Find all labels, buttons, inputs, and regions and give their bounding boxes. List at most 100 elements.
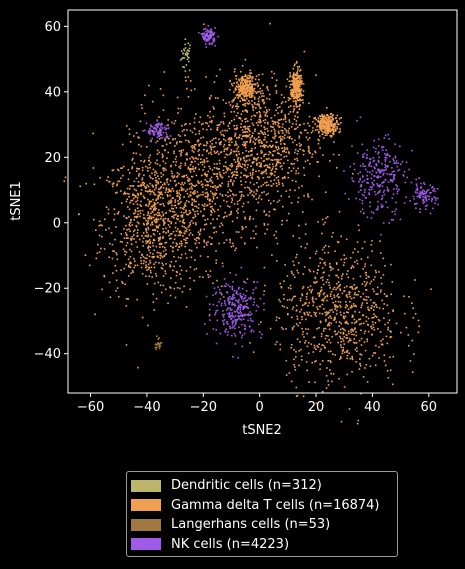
data-point bbox=[183, 66, 185, 69]
data-point bbox=[330, 266, 333, 269]
data-point bbox=[243, 305, 245, 308]
data-point bbox=[326, 278, 329, 281]
data-point bbox=[328, 127, 330, 130]
data-point bbox=[424, 205, 427, 207]
data-point bbox=[229, 296, 231, 298]
data-point bbox=[235, 165, 238, 168]
data-point bbox=[367, 317, 370, 320]
data-point bbox=[153, 234, 156, 236]
data-point bbox=[177, 218, 179, 221]
data-point bbox=[319, 320, 322, 323]
data-point bbox=[255, 198, 258, 201]
data-point bbox=[224, 331, 227, 333]
data-point bbox=[191, 160, 193, 163]
data-point bbox=[211, 43, 213, 45]
data-point bbox=[298, 142, 301, 145]
data-point bbox=[189, 44, 191, 47]
data-point bbox=[171, 232, 173, 235]
data-point bbox=[132, 157, 134, 160]
data-point bbox=[275, 319, 278, 322]
data-point bbox=[252, 230, 255, 232]
data-point bbox=[234, 323, 237, 326]
data-point bbox=[224, 129, 226, 132]
data-point bbox=[243, 81, 246, 84]
data-point bbox=[175, 143, 178, 145]
data-point bbox=[155, 273, 157, 275]
data-point bbox=[170, 221, 173, 223]
data-point bbox=[213, 81, 216, 83]
data-point bbox=[318, 305, 321, 308]
data-point bbox=[260, 92, 262, 95]
data-point bbox=[158, 243, 161, 246]
data-point bbox=[249, 86, 251, 89]
data-point bbox=[216, 124, 219, 126]
data-point bbox=[275, 230, 277, 233]
data-point bbox=[357, 191, 360, 193]
data-point bbox=[231, 199, 234, 201]
data-point bbox=[165, 212, 167, 214]
data-point bbox=[323, 327, 325, 330]
data-point bbox=[312, 301, 315, 304]
data-point bbox=[300, 88, 303, 90]
data-point bbox=[306, 293, 308, 295]
data-point bbox=[297, 85, 299, 87]
data-point bbox=[145, 203, 147, 206]
data-point bbox=[326, 324, 329, 327]
data-point bbox=[147, 247, 149, 249]
data-point bbox=[299, 299, 302, 302]
data-point bbox=[287, 287, 290, 289]
data-point bbox=[281, 101, 284, 103]
data-point bbox=[202, 215, 204, 217]
data-point bbox=[387, 188, 390, 191]
data-point bbox=[289, 76, 291, 78]
data-point bbox=[227, 183, 230, 185]
data-point bbox=[373, 329, 376, 331]
data-point bbox=[299, 69, 302, 71]
data-point bbox=[160, 181, 162, 183]
data-point bbox=[231, 308, 233, 311]
data-point bbox=[260, 120, 262, 123]
data-point bbox=[180, 200, 182, 203]
data-point bbox=[266, 115, 268, 117]
data-point bbox=[120, 269, 122, 271]
data-point bbox=[179, 287, 181, 290]
data-point bbox=[264, 119, 267, 121]
data-point bbox=[422, 200, 424, 202]
data-point bbox=[281, 138, 284, 141]
data-point bbox=[248, 89, 250, 92]
data-point bbox=[348, 408, 351, 410]
data-point bbox=[185, 153, 187, 156]
data-point bbox=[241, 76, 243, 79]
data-point bbox=[203, 241, 206, 243]
data-point bbox=[208, 43, 211, 46]
data-point bbox=[261, 333, 263, 336]
data-point bbox=[381, 170, 384, 172]
data-point bbox=[295, 123, 297, 125]
data-point bbox=[184, 162, 187, 164]
data-point bbox=[420, 194, 422, 197]
data-point bbox=[400, 163, 402, 165]
data-point bbox=[249, 80, 251, 82]
data-point bbox=[250, 87, 253, 90]
data-point bbox=[219, 193, 222, 195]
data-point bbox=[252, 141, 255, 143]
data-point bbox=[293, 97, 296, 99]
data-point bbox=[178, 173, 180, 176]
data-point bbox=[162, 213, 165, 215]
data-point bbox=[207, 276, 210, 279]
data-point bbox=[138, 238, 141, 241]
data-point bbox=[123, 192, 125, 195]
data-point bbox=[294, 369, 297, 371]
data-point bbox=[434, 202, 436, 204]
data-point bbox=[294, 77, 296, 80]
data-point bbox=[225, 200, 228, 203]
data-point bbox=[137, 136, 139, 138]
data-point bbox=[174, 199, 177, 201]
data-point bbox=[220, 292, 222, 294]
data-point bbox=[155, 245, 158, 248]
x-axis-label: tSNE2 bbox=[242, 423, 282, 438]
data-point bbox=[160, 291, 163, 294]
x-tick-label: 0 bbox=[256, 400, 264, 415]
data-point bbox=[209, 270, 212, 272]
data-point bbox=[162, 131, 165, 134]
